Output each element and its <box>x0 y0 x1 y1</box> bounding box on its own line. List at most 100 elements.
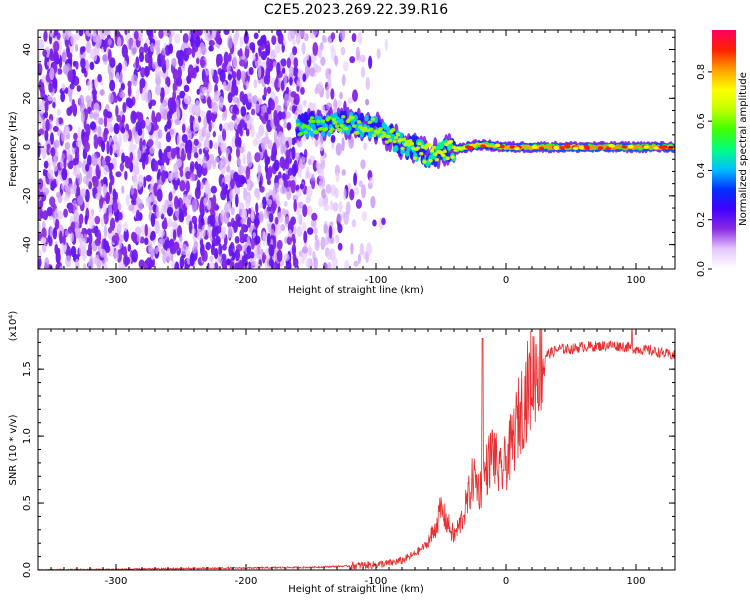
spectrogram-noise-cell <box>61 83 66 91</box>
spectrogram-noise-cell <box>298 201 304 209</box>
spectrogram-noise-cell <box>313 257 318 269</box>
colorbar-tick-label: 0.2 <box>696 212 707 228</box>
spectrogram-noise-cell <box>334 234 340 244</box>
spectrogram-noise-cell <box>85 30 92 37</box>
spectrogram-noise-cell <box>44 257 50 269</box>
spectrogram-noise-cell <box>80 58 86 69</box>
spectrogram-noise-cell <box>245 127 250 137</box>
spectrogram-noise-cell <box>161 170 166 183</box>
spectrogram-noise-cell <box>84 141 90 153</box>
spectrogram-band-cell <box>419 151 424 156</box>
spectrogram-noise-cell <box>302 73 307 82</box>
spectrogram-band-cell <box>367 120 372 125</box>
spectrogram-noise-cell <box>291 163 297 177</box>
spectrogram-noise-cell <box>293 93 300 106</box>
spectrogram-band-cell <box>431 145 436 150</box>
spectrogram-y-tick-label: 40 <box>22 43 33 56</box>
spectrogram-noise-cell <box>132 74 138 87</box>
spectrogram-noise-cell <box>56 68 63 75</box>
spectrogram-noise-cell <box>320 159 326 170</box>
spectrogram-noise-cell <box>266 169 271 184</box>
spectrogram-noise-cell <box>208 45 214 52</box>
spectrogram-noise-cell <box>339 91 343 100</box>
spectrogram-noise-cell <box>136 147 142 160</box>
spectrogram-noise-cell <box>272 187 277 202</box>
spectrogram-noise-cell <box>84 189 90 203</box>
spectrogram-noise-cell <box>63 208 68 218</box>
spectrogram-noise-cell <box>229 189 236 203</box>
spectrogram-band-cell <box>337 128 343 133</box>
spectrogram-noise-cell <box>188 103 196 115</box>
spectrogram-noise-cell <box>341 137 345 152</box>
spectrogram-noise-cell <box>74 165 80 179</box>
spectrogram-noise-cell <box>215 53 220 68</box>
spectrogram-noise-cell <box>293 199 297 212</box>
spectrogram-noise-cell <box>70 33 77 46</box>
spectrogram-noise-cell <box>365 77 371 91</box>
spectrogram-x-tick-label: -100 <box>365 275 388 286</box>
spectrogram-noise-cell <box>144 223 148 237</box>
spectrogram-band-cell <box>612 147 617 150</box>
spectrogram-noise-cell <box>113 95 118 103</box>
spectrogram-noise-cell <box>205 241 212 251</box>
spectrogram-noise-cell <box>262 196 267 210</box>
spectrogram-noise-cell <box>280 80 285 91</box>
spectrogram-peak <box>661 145 668 149</box>
spectrogram-noise-cell <box>288 66 294 76</box>
spectrogram-noise-cell <box>264 162 269 174</box>
colorbar-tick-label: 0.0 <box>696 261 707 277</box>
spectrogram-noise-cell <box>293 57 299 69</box>
spectrogram-noise-cell <box>278 178 283 186</box>
spectrogram-band-cell <box>320 130 326 138</box>
spectrogram-noise-cell <box>135 209 140 222</box>
spectrogram-noise-cell <box>232 55 238 68</box>
spectrogram-noise-cell <box>303 230 308 244</box>
spectrogram-noise-cell <box>46 206 53 217</box>
spectrogram-noise-cell <box>94 215 101 225</box>
spectrogram-noise-cell <box>223 30 230 36</box>
spectrogram-noise-cell <box>64 141 71 150</box>
spectrogram-noise-cell <box>88 215 95 230</box>
spectrogram-noise-cell <box>105 192 111 205</box>
spectrogram-noise-cell <box>39 82 45 95</box>
spectrogram-noise-cell <box>80 188 87 199</box>
spectrogram-noise-cell <box>250 124 255 138</box>
spectrogram-noise-cell <box>254 103 260 114</box>
spectrogram-noise-cell <box>281 67 286 74</box>
snr-x-tick-label: -100 <box>365 576 388 587</box>
snr-x-axis: -300 -200 -100 0 100 <box>50 329 676 587</box>
spectrogram-peak <box>653 146 659 150</box>
spectrogram-band-cell <box>320 119 326 123</box>
spectrogram-band-cell <box>327 116 332 120</box>
spectrogram-noise-cell <box>231 251 236 261</box>
spectrogram-noise-cell <box>351 33 357 43</box>
spectrogram-noise-cell <box>312 30 318 36</box>
spectrogram-noise-cell <box>66 188 71 195</box>
spectrogram-noise-cell <box>201 126 206 138</box>
spectrogram-y-tick-label: 20 <box>22 92 33 105</box>
spectrogram-noise-cell <box>208 262 215 269</box>
spectrogram-y-tick-label: -20 <box>22 188 33 204</box>
spectrogram-noise-cell <box>196 88 201 95</box>
spectrogram-peak <box>553 145 559 150</box>
spectrogram-noise-cell <box>274 216 279 225</box>
spectrogram-noise-cell <box>118 211 123 221</box>
spectrogram-noise-cell <box>150 99 157 106</box>
spectrogram-x-tick-label: -200 <box>235 275 258 286</box>
spectrogram-noise-cell <box>70 245 77 258</box>
spectrogram-noise-cell <box>127 243 132 252</box>
spectrogram-noise-cell <box>239 59 246 67</box>
spectrogram-band-cell <box>339 118 344 125</box>
spectrogram-noise-cell <box>285 260 292 269</box>
spectrogram-noise-cell <box>129 151 134 162</box>
spectrogram-band-cell <box>451 145 457 150</box>
spectrogram-noise-cell <box>191 228 196 235</box>
spectrogram-noise-cell <box>38 39 45 51</box>
spectrogram-noise-cell <box>162 63 167 74</box>
spectrogram-noise-cell <box>365 242 372 257</box>
spectrogram-noise-cell <box>223 51 230 66</box>
spectrogram-noise-cell <box>100 31 106 40</box>
spectrogram-noise-cell <box>363 142 368 151</box>
snr-y-tick-label: 1.0 <box>22 428 33 444</box>
spectrogram-noise-cell <box>38 114 41 123</box>
